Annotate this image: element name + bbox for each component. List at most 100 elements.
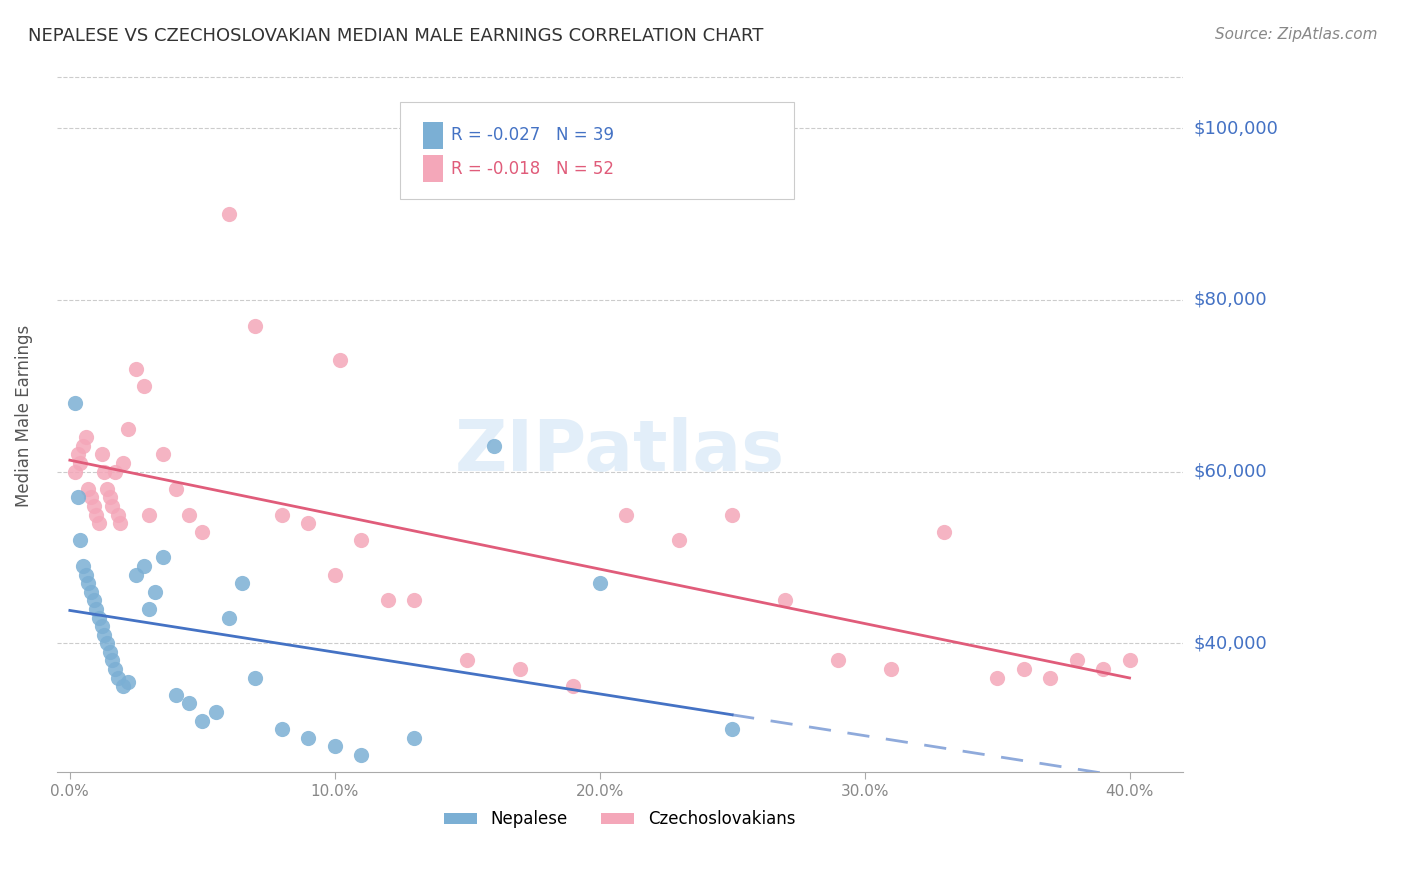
Point [218,207,240,221]
Point [69,533,91,548]
Point [69,456,91,470]
Text: $100,000: $100,000 [1194,120,1278,137]
Point [721,508,744,522]
Point [90,619,112,633]
Point [90,447,112,461]
Bar [423,121,443,149]
Point [773,593,796,607]
Point [138,602,160,616]
Point [138,508,160,522]
Point [589,576,612,591]
Point [350,747,373,762]
Point [77,576,100,591]
Text: NEPALESE VS CZECHOSLOVAKIAN MEDIAN MALE EARNINGS CORRELATION CHART: NEPALESE VS CZECHOSLOVAKIAN MEDIAN MALE … [28,27,763,45]
Point [614,508,637,522]
Point [562,679,585,693]
Text: R = -0.018   N = 52: R = -0.018 N = 52 [451,160,613,178]
Point [297,516,319,530]
Point [93,465,115,479]
Point [152,447,174,461]
Point [1066,653,1088,667]
Point [80,584,103,599]
Point [177,697,200,711]
Point [231,576,253,591]
Point [404,593,426,607]
Point [297,731,319,745]
Point [143,584,166,599]
Point [827,653,849,667]
Point [245,318,267,333]
Point [1118,653,1140,667]
Text: R = -0.027   N = 39: R = -0.027 N = 39 [451,126,613,145]
Point [104,662,127,676]
Bar [423,155,443,182]
Point [329,353,352,368]
Point [80,491,103,505]
Point [108,516,131,530]
Point [509,662,531,676]
Point [96,636,118,650]
Point [377,593,399,607]
Point [104,465,127,479]
Point [63,465,86,479]
Point [152,550,174,565]
Point [86,602,108,616]
Point [165,482,187,496]
Point [77,482,100,496]
Point [101,499,124,513]
Point [117,674,139,689]
Point [932,524,955,539]
Point [165,688,187,702]
Point [132,559,155,574]
Point [177,508,200,522]
Point [117,422,139,436]
Point [191,714,214,728]
Point [66,447,89,461]
Point [1039,671,1062,685]
Point [93,628,115,642]
Point [323,739,346,754]
Point [125,361,148,376]
Point [270,722,292,736]
Text: $80,000: $80,000 [1194,291,1267,309]
Text: Source: ZipAtlas.com: Source: ZipAtlas.com [1215,27,1378,42]
Point [72,439,94,453]
Point [72,559,94,574]
Point [880,662,903,676]
Point [132,378,155,392]
Point [986,671,1008,685]
Point [270,508,292,522]
Point [87,610,110,624]
Point [191,524,214,539]
Point [1092,662,1115,676]
Point [350,533,373,548]
Point [75,430,97,444]
Point [107,671,129,685]
Text: ZIPatlas: ZIPatlas [454,417,785,486]
Point [204,705,226,719]
Point [86,508,108,522]
Point [101,653,124,667]
Point [107,508,129,522]
Point [668,533,690,548]
Point [404,731,426,745]
Point [111,456,134,470]
Point [111,679,134,693]
Point [323,567,346,582]
Point [98,491,121,505]
Point [63,396,86,410]
Point [245,671,267,685]
Point [482,439,505,453]
Point [66,491,89,505]
Legend: Nepalese, Czechoslovakians: Nepalese, Czechoslovakians [437,804,801,835]
Point [87,516,110,530]
Text: $40,000: $40,000 [1194,634,1267,652]
Point [83,593,105,607]
Point [1012,662,1035,676]
Point [83,499,105,513]
Point [75,567,97,582]
Point [456,653,478,667]
FancyBboxPatch shape [401,103,794,199]
Point [721,722,744,736]
Y-axis label: Median Male Earnings: Median Male Earnings [15,325,32,507]
